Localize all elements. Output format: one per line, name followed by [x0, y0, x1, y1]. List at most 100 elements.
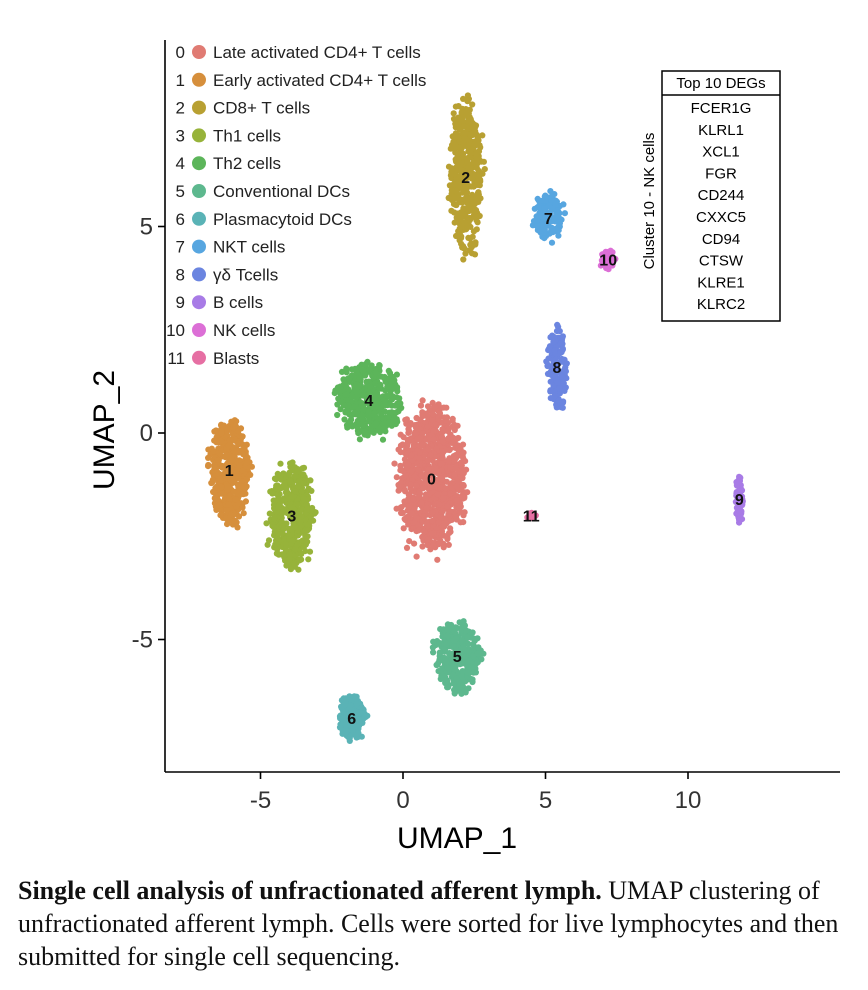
- cluster-8-point: [555, 397, 562, 404]
- cluster-5-point: [461, 621, 468, 629]
- cluster-3-point: [272, 541, 279, 548]
- cluster-5-point: [470, 669, 477, 676]
- cluster-1-point: [227, 511, 234, 518]
- cluster-5-point: [436, 649, 443, 656]
- cluster-2-point: [445, 163, 453, 170]
- cluster-0-point: [397, 442, 405, 449]
- cluster-1-point: [218, 430, 225, 437]
- cluster-2-point: [456, 173, 463, 180]
- cluster-5-point: [451, 651, 458, 658]
- cluster-1-point: [243, 441, 250, 448]
- cluster-2-point: [464, 144, 471, 151]
- cluster-0-point: [450, 453, 457, 460]
- cluster-5-point: [464, 658, 471, 665]
- cluster-0-point: [397, 483, 404, 491]
- cluster-2-point: [460, 205, 467, 212]
- cluster-0-point: [436, 501, 443, 508]
- cluster-2-point: [467, 132, 475, 139]
- legend-swatch: [192, 184, 206, 198]
- cluster-5-point: [451, 628, 458, 636]
- cluster-4-point: [374, 400, 381, 407]
- deg-gene: FGR: [705, 165, 737, 182]
- cluster-2-point: [459, 189, 466, 196]
- legend-id: 4: [176, 154, 185, 173]
- cluster-0-point: [446, 446, 453, 454]
- cluster-5-point: [430, 638, 437, 645]
- cluster-0-point: [407, 481, 414, 488]
- cluster-2-point: [449, 142, 456, 149]
- cluster-3-point: [297, 508, 304, 515]
- cluster-0-point: [393, 474, 400, 481]
- cluster-2-point: [452, 103, 459, 110]
- cluster-0-point: [406, 436, 413, 443]
- cluster-0-point: [408, 510, 416, 517]
- cluster-1-point: [215, 470, 222, 477]
- deg-table-frame: [661, 70, 781, 322]
- cluster-0-point: [437, 484, 444, 491]
- cluster-0-point: [454, 478, 461, 485]
- y-axis-label: UMAP_2: [88, 370, 121, 490]
- legend-id: 5: [176, 182, 185, 201]
- cluster-3-point: [306, 548, 314, 555]
- cluster-4-point: [349, 412, 356, 419]
- cluster-5-point: [478, 656, 485, 663]
- cluster-2-point: [462, 184, 469, 191]
- cluster-5-point: [444, 684, 451, 691]
- cluster-0-point: [408, 452, 415, 459]
- cluster-2-point: [461, 219, 468, 226]
- cluster-3-point: [307, 477, 314, 484]
- cluster-6-point: [352, 732, 359, 739]
- cluster-label-5: 5: [453, 649, 462, 666]
- cluster-3-point: [300, 480, 307, 487]
- x-axis-label: UMAP_1: [397, 822, 517, 855]
- cluster-4-point: [394, 418, 401, 425]
- cluster-0-point: [406, 422, 414, 429]
- cluster-0-point: [452, 463, 460, 470]
- cluster-3-point: [304, 527, 311, 534]
- cluster-2-point: [471, 251, 479, 258]
- cluster-3-point: [283, 485, 290, 492]
- cluster-0-point: [440, 544, 447, 551]
- cluster-1-point: [223, 451, 230, 458]
- cluster-0-point: [419, 430, 426, 437]
- cluster-3-point: [300, 495, 307, 503]
- cluster-3-point: [295, 483, 302, 490]
- legend-entry-label: B cells: [213, 293, 263, 312]
- cluster-2-point: [465, 234, 472, 241]
- cluster-2-point: [457, 215, 464, 222]
- cluster-0-point: [419, 543, 426, 550]
- cluster-3-point: [298, 551, 305, 558]
- deg-gene: FCER1G: [691, 100, 752, 117]
- cluster-4-point: [337, 406, 344, 413]
- cluster-2-point: [453, 232, 460, 240]
- cluster-3-point: [269, 490, 276, 497]
- cluster-7-point: [538, 197, 546, 204]
- cluster-3-point: [294, 501, 301, 508]
- cluster-5-point: [460, 643, 467, 650]
- deg-gene: CD94: [702, 231, 740, 248]
- cluster-3-point: [288, 493, 295, 500]
- cluster-3-point: [307, 513, 314, 520]
- cluster-0-point: [399, 509, 406, 516]
- cluster-5-point: [459, 668, 466, 675]
- cluster-2-point: [454, 150, 461, 157]
- cluster-label-8: 8: [552, 360, 561, 377]
- cluster-5-point: [439, 665, 446, 672]
- cluster-4-point: [353, 368, 360, 375]
- cluster-0-point: [444, 535, 451, 543]
- cluster-5-point: [444, 632, 451, 639]
- cluster-0-point: [429, 518, 436, 525]
- caption-text: UMAP clustering of unfractionated affere…: [18, 876, 839, 971]
- cluster-3-point: [281, 552, 288, 559]
- cluster-6-point: [342, 729, 349, 737]
- cluster-3-point: [277, 460, 284, 467]
- cluster-3-point: [303, 501, 310, 508]
- cluster-1-point: [234, 473, 241, 480]
- cluster-0-point: [418, 499, 425, 506]
- cluster-6-point: [356, 716, 363, 724]
- legend-entry-label: Blasts: [213, 349, 259, 368]
- cluster-2-point: [471, 209, 478, 216]
- deg-gene: CD244: [698, 187, 745, 204]
- cluster-1-point: [247, 471, 254, 478]
- cluster-5-point: [439, 672, 446, 679]
